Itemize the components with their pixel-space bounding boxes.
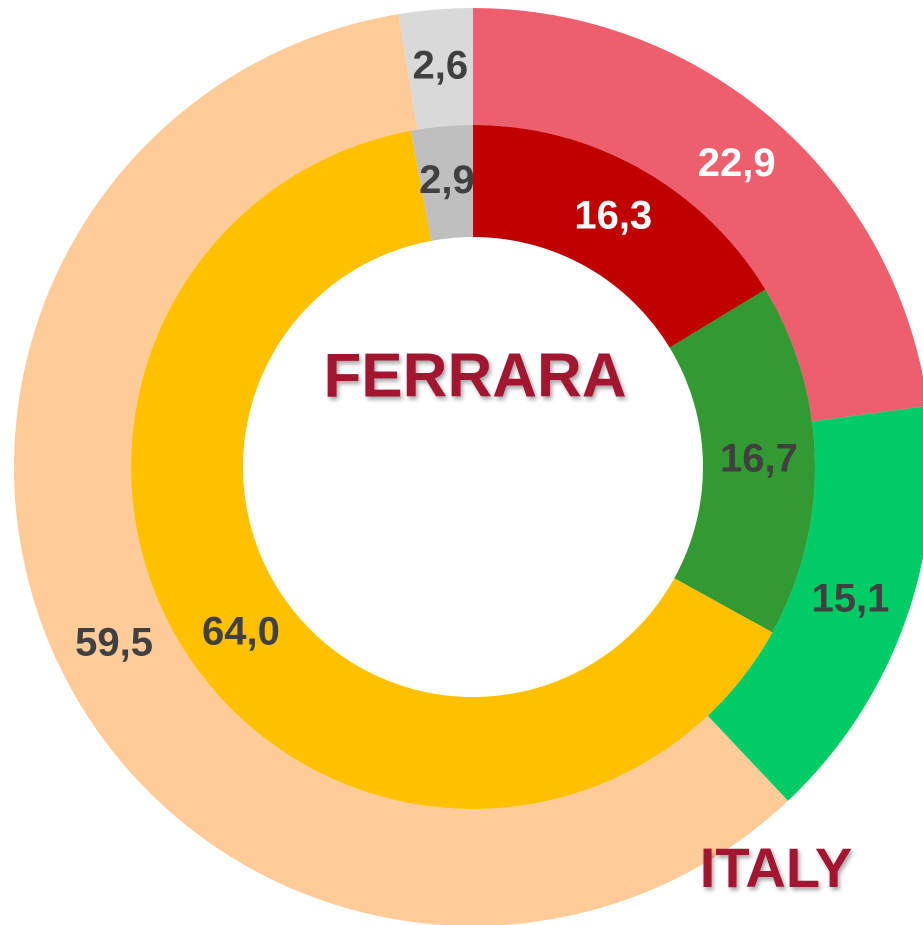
slice xyxy=(398,8,473,130)
outer-ring-name: ITALY xyxy=(700,836,852,899)
value-label: 2,9 xyxy=(419,158,475,202)
slice xyxy=(473,125,766,348)
slice xyxy=(669,289,815,633)
value-label: 15,1 xyxy=(812,576,890,620)
value-label: 22,9 xyxy=(698,141,776,185)
slice xyxy=(410,125,473,241)
slice xyxy=(473,8,923,422)
rings xyxy=(14,8,923,925)
value-label: 64,0 xyxy=(202,610,280,654)
slice xyxy=(707,406,923,801)
slice xyxy=(130,130,773,810)
slice xyxy=(14,14,789,925)
labels: 22,9 15,1 59,5 2,6 16,3 16,7 64,0 2,9 xyxy=(75,43,889,664)
value-label: 16,3 xyxy=(574,193,652,237)
value-label: 2,6 xyxy=(413,43,469,87)
inner-ring-name: FERRARA xyxy=(323,341,626,410)
value-label: 16,7 xyxy=(720,437,798,481)
value-label: 59,5 xyxy=(75,620,153,664)
